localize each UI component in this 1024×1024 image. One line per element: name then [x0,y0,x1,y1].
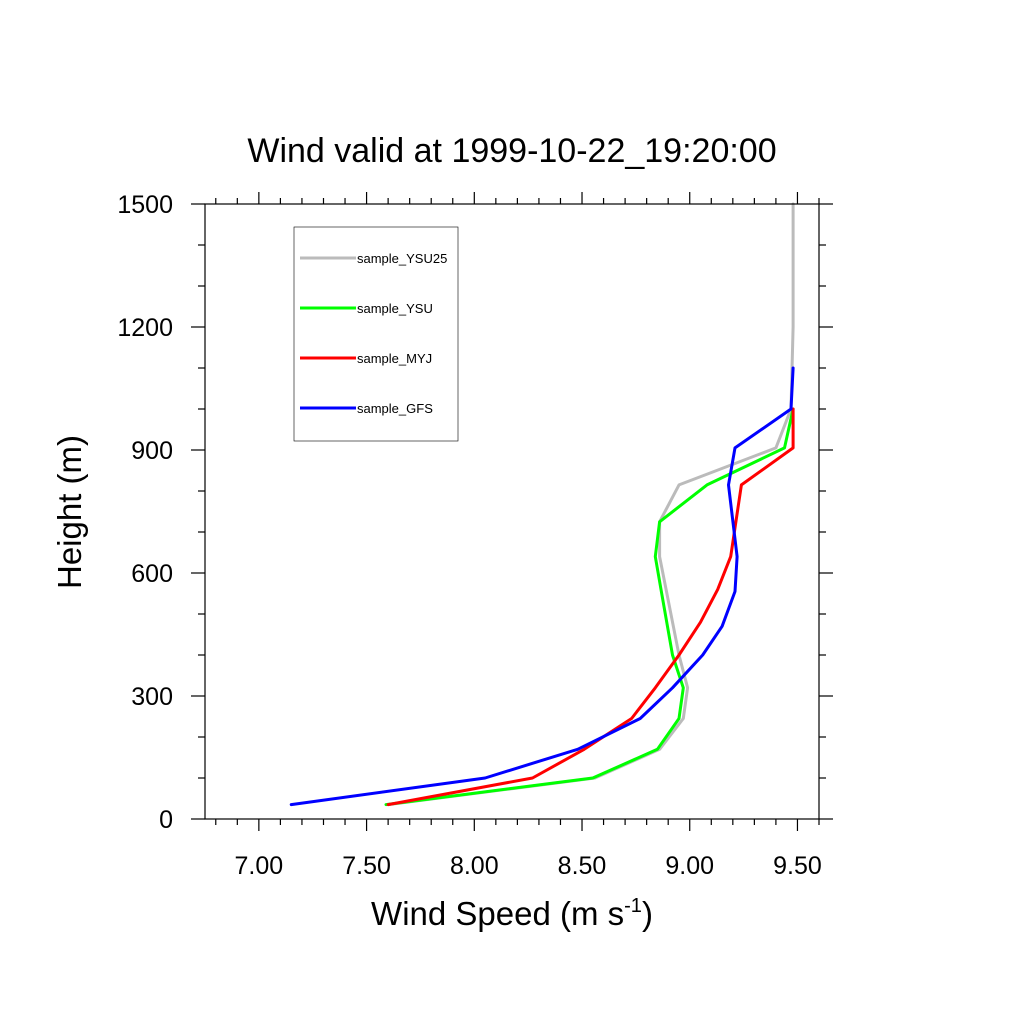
y-axis-ticks: 0 300 600 900 1200 1500 [117,191,833,834]
x-tick-label: 8.00 [450,852,499,880]
legend-label: sample_GFS [357,401,433,416]
x-tick-label: 7.00 [235,852,284,880]
chart-title: Wind valid at 1999-10-22_19:20:00 [247,132,776,170]
y-tick-label: 900 [131,437,173,465]
y-tick-label: 0 [159,806,173,834]
series-line-sample_MYJ [386,407,795,807]
x-tick-label: 9.00 [665,852,714,880]
y-tick-label: 600 [131,560,173,588]
legend-label: sample_YSU25 [357,251,447,266]
legend-label: sample_MYJ [357,351,432,366]
series-line-sample_GFS [289,366,795,807]
x-tick-label: 9.50 [773,852,822,880]
series-lines [289,202,795,807]
y-axis-label: Height (m) [51,435,88,589]
legend-label: sample_YSU [357,301,433,316]
plot-frame [204,203,820,820]
x-axis-label: Wind Speed (m s-1) [371,895,653,932]
legend: sample_YSU25 sample_YSU sample_MYJ sample_G… [293,226,459,442]
legend-box [293,226,459,442]
y-tick-label: 300 [131,683,173,711]
x-tick-label: 7.50 [342,852,391,880]
y-tick-label: 1500 [117,191,173,219]
y-tick-label: 1200 [117,314,173,342]
x-axis-ticks: 7.00 7.50 8.00 8.50 9.00 9.50 [215,192,822,880]
x-tick-label: 8.50 [558,852,607,880]
series-line-sample_YSU [384,407,795,807]
